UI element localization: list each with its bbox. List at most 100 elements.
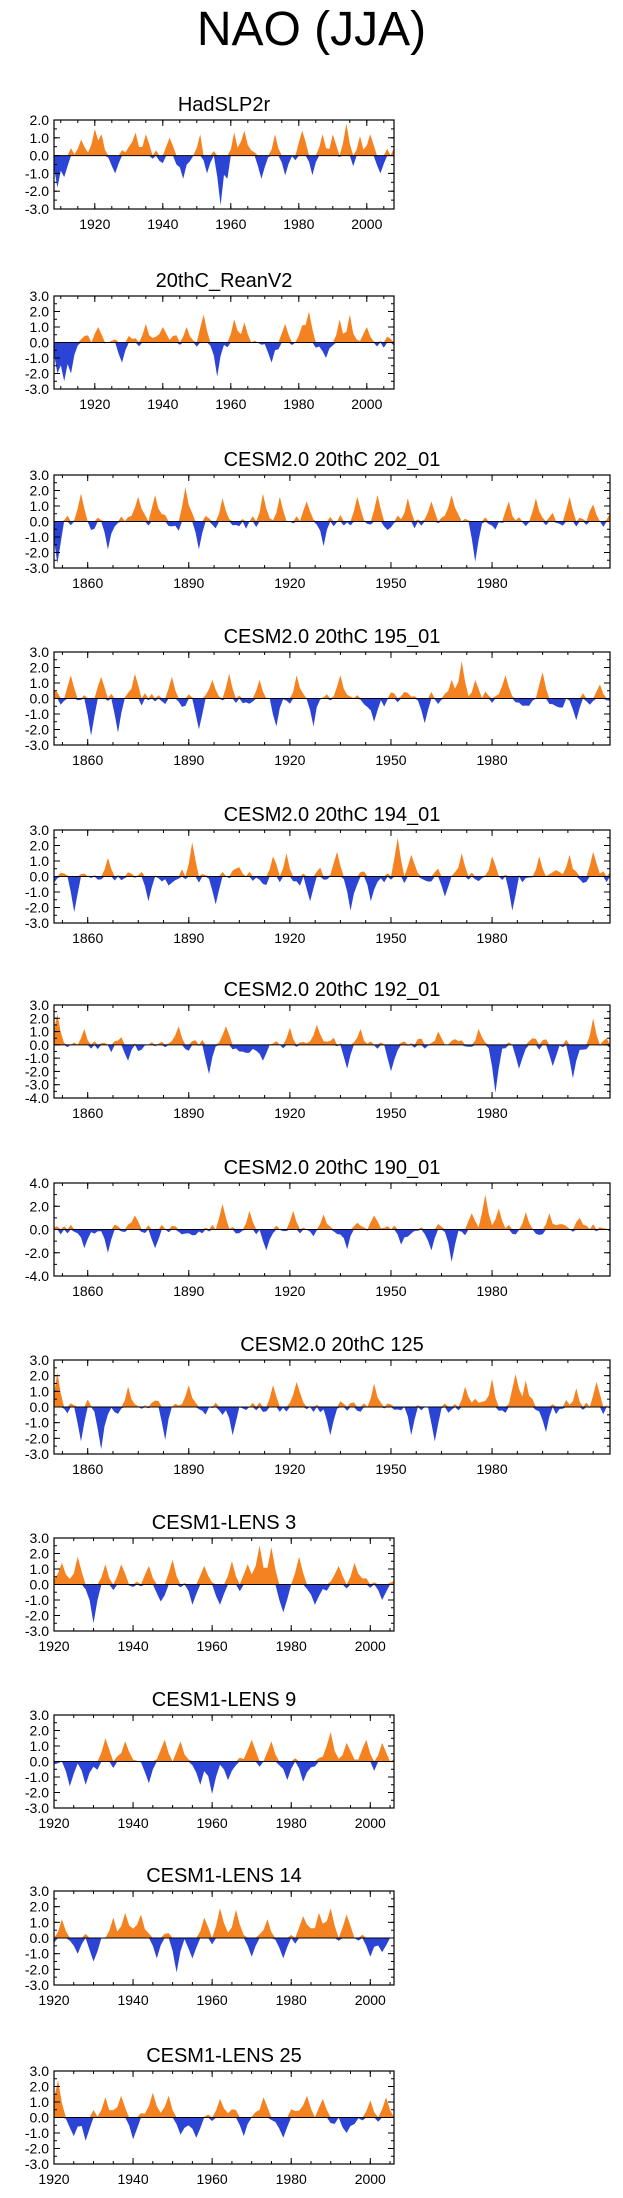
y-tick-label: 0.0 bbox=[30, 335, 50, 351]
y-tick-label: -1.0 bbox=[25, 706, 49, 722]
chart-title: CESM1-LENS 25 bbox=[146, 2045, 302, 2067]
y-tick-label: 2.0 bbox=[30, 1899, 50, 1915]
x-tick-label: 1890 bbox=[173, 930, 204, 946]
y-tick-label: -3.0 bbox=[25, 1800, 49, 1816]
x-tick-label: 1950 bbox=[375, 575, 406, 591]
x-tick-label: 1960 bbox=[197, 1992, 228, 2008]
y-tick-label: 3.0 bbox=[30, 1707, 50, 1723]
y-tick-label: -1.0 bbox=[25, 529, 49, 545]
chart-title: HadSLP2r bbox=[178, 94, 271, 116]
x-tick-label: 1920 bbox=[38, 1638, 69, 1654]
x-tick-label: 1980 bbox=[476, 752, 507, 768]
y-tick-label: -2.0 bbox=[25, 1430, 49, 1446]
x-tick-label: 1950 bbox=[375, 930, 406, 946]
chart-panel: 20thC_ReanV2 3.02.01.00.0-1.0-2.0-3.0 1920… bbox=[25, 270, 395, 412]
negative-anomaly-area bbox=[54, 1938, 394, 1973]
x-tick-label: 1920 bbox=[274, 1283, 305, 1299]
chart-title: CESM1-LENS 3 bbox=[152, 1512, 297, 1534]
negative-anomaly-area bbox=[54, 342, 394, 382]
y-tick-label: -3.0 bbox=[25, 737, 49, 753]
y-tick-label: 1.0 bbox=[30, 1024, 50, 1040]
chart-panel: CESM2.0 20thC 190_01 4.0 2.0 0.0 -2.0 -4.0 186… bbox=[25, 1157, 611, 1299]
x-tick-label: 1920 bbox=[274, 930, 305, 946]
positive-anomaly-area bbox=[54, 661, 610, 699]
x-tick-label: 2000 bbox=[355, 1992, 386, 2008]
y-tick-label: 1.0 bbox=[30, 675, 50, 691]
x-tick-label: 1860 bbox=[72, 1461, 103, 1477]
y-tick-label: -2.0 bbox=[25, 545, 49, 561]
x-tick-label: 1980 bbox=[276, 2171, 307, 2187]
negative-anomaly-area bbox=[54, 1229, 610, 1262]
x-tick-label: 1920 bbox=[79, 396, 110, 412]
y-tick-label: 4.0 bbox=[30, 1175, 50, 1191]
positive-anomaly-area bbox=[54, 1194, 610, 1230]
y-tick-label: 0.0 bbox=[30, 1037, 50, 1053]
negative-anomaly-area bbox=[54, 1044, 610, 1093]
negative-anomaly-area bbox=[54, 521, 610, 564]
y-tick-label: -3.0 bbox=[25, 1077, 49, 1093]
x-tick-label: 1960 bbox=[215, 216, 246, 232]
chart-title: CESM2.0 20thC 190_01 bbox=[224, 1157, 441, 1179]
x-tick-label: 1860 bbox=[72, 752, 103, 768]
chart-panel: CESM2.0 20thC 125 3.02.01.00.0-1.0-2.0-3.… bbox=[25, 1334, 611, 1477]
chart-panel: CESM1-LENS 3 3.02.01.00.0-1.0-2.0-3.01920… bbox=[25, 1512, 395, 1654]
y-tick-label: 2.0 bbox=[30, 1198, 50, 1214]
chart-panel: CESM2.0 20thC 195_01 3.02.01.00.0-1.0-2.0… bbox=[25, 626, 611, 768]
y-tick-label: -3.0 bbox=[25, 381, 49, 397]
y-tick-label: -2.0 bbox=[25, 366, 49, 382]
y-tick-label: 1.0 bbox=[30, 1738, 50, 1754]
y-tick-label: 0.0 bbox=[30, 1930, 50, 1946]
negative-anomaly-area bbox=[54, 1407, 610, 1450]
x-tick-label: 1960 bbox=[197, 2171, 228, 2187]
x-tick-label: 1920 bbox=[38, 1815, 69, 1831]
y-tick-label: 3.0 bbox=[30, 1883, 50, 1899]
x-tick-label: 1920 bbox=[274, 1105, 305, 1121]
x-tick-label: 1940 bbox=[147, 216, 178, 232]
chart-title: CESM2.0 20thC 192_01 bbox=[224, 979, 441, 1001]
y-tick-label: 1.0 bbox=[30, 130, 50, 146]
y-tick-label: 0.0 bbox=[30, 1754, 50, 1770]
x-tick-label: 1980 bbox=[276, 1815, 307, 1831]
y-tick-label: -1.0 bbox=[25, 1946, 49, 1962]
negative-anomaly-area bbox=[54, 698, 610, 736]
x-tick-label: 1890 bbox=[173, 575, 204, 591]
chart-panel: CESM1-LENS 14 3.02.01.00.0-1.0-2.0-3.0192… bbox=[25, 1865, 395, 2008]
x-tick-label: 1980 bbox=[476, 1461, 507, 1477]
x-tick-label: 1940 bbox=[117, 1815, 148, 1831]
x-tick-label: 1960 bbox=[197, 1638, 228, 1654]
x-tick-label: 1950 bbox=[375, 1105, 406, 1121]
y-tick-label: -3.0 bbox=[25, 1446, 49, 1462]
y-tick-label: -1.0 bbox=[25, 2125, 49, 2141]
y-tick-label: -2.0 bbox=[25, 1961, 49, 1977]
positive-anomaly-area bbox=[54, 1372, 610, 1407]
x-tick-label: 1940 bbox=[117, 1992, 148, 2008]
chart-title: CESM2.0 20thC 125 bbox=[240, 1334, 423, 1356]
x-tick-label: 1950 bbox=[375, 1283, 406, 1299]
x-tick-label: 1940 bbox=[147, 396, 178, 412]
x-tick-label: 1920 bbox=[274, 1461, 305, 1477]
y-tick-label: -2.0 bbox=[25, 183, 49, 199]
y-tick-label: -1.0 bbox=[25, 1769, 49, 1785]
y-tick-label: -2.0 bbox=[25, 2141, 49, 2157]
page-title: NAO (JJA) bbox=[196, 3, 427, 56]
y-tick-label: -1.0 bbox=[25, 165, 49, 181]
y-tick-label: 3.0 bbox=[30, 2063, 50, 2079]
y-tick-label: -4.0 bbox=[25, 1090, 49, 1106]
chart-title: CESM2.0 20thC 202_01 bbox=[224, 449, 441, 471]
y-tick-label: 3.0 bbox=[30, 644, 50, 660]
y-tick-label: 2.0 bbox=[30, 304, 50, 320]
y-tick-label: -1.0 bbox=[25, 1050, 49, 1066]
x-tick-label: 1980 bbox=[283, 216, 314, 232]
y-tick-label: 1.0 bbox=[30, 1383, 50, 1399]
y-tick-label: 3.0 bbox=[30, 467, 50, 483]
x-tick-label: 2000 bbox=[351, 216, 382, 232]
y-tick-label: -3.0 bbox=[25, 915, 49, 931]
x-tick-label: 1940 bbox=[117, 2171, 148, 2187]
positive-anomaly-area bbox=[54, 1732, 394, 1762]
y-tick-label: -4.0 bbox=[25, 1268, 49, 1284]
chart-title: CESM2.0 20thC 194_01 bbox=[224, 804, 441, 826]
chart-panel: CESM2.0 20thC 192_01 3.02.01.00.0-1.0-2.0… bbox=[25, 979, 611, 1121]
positive-anomaly-area bbox=[54, 1014, 610, 1045]
y-tick-label: -2.0 bbox=[25, 1608, 49, 1624]
x-tick-label: 1980 bbox=[276, 1992, 307, 2008]
